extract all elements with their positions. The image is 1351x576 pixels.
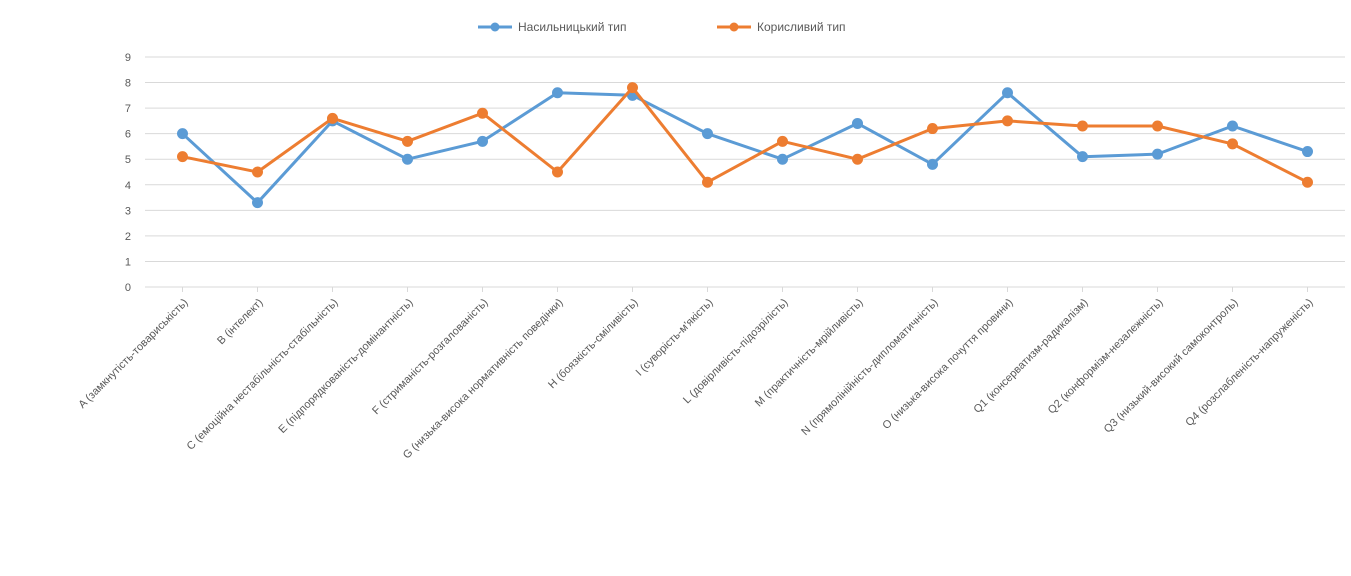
series-lines <box>177 82 1313 209</box>
x-tick-label: O (низька-висока почуття провини) <box>880 297 1015 432</box>
data-point <box>252 166 263 178</box>
x-tick-label: Q4 (розслабленість-напруженість) <box>1183 297 1315 429</box>
data-point <box>477 135 488 147</box>
series-line <box>181 86 1309 184</box>
x-tick-label: H (боязкість-сміливість) <box>546 297 640 391</box>
data-point <box>777 135 788 147</box>
x-tick-label: A (замкнутість-товариськість) <box>76 297 190 411</box>
data-point <box>627 82 638 94</box>
y-tick-label: 2 <box>125 231 131 243</box>
y-tick-label: 4 <box>125 180 131 192</box>
legend-marker <box>490 22 500 32</box>
data-point <box>852 153 863 165</box>
data-point <box>177 128 188 140</box>
data-point <box>1227 120 1238 132</box>
x-axis: A (замкнутість-товариськість) B (інтелект… <box>76 287 1316 462</box>
data-point <box>1077 120 1088 132</box>
legend: Насильницький тип Корисливий тип <box>478 20 846 34</box>
y-tick-label: 3 <box>125 205 131 217</box>
data-point <box>1227 138 1238 150</box>
y-tick-label: 8 <box>125 78 131 90</box>
data-point <box>327 112 338 124</box>
data-point <box>1302 176 1313 188</box>
x-tick-label: E (підпорядкованість-домінантність) <box>276 297 415 436</box>
x-tick-label: Q3 (низький-високий самоконтроль) <box>1102 297 1241 436</box>
data-point <box>552 87 563 99</box>
x-tick-label: I (суворість-м'якість) <box>634 297 716 379</box>
data-point <box>1002 87 1013 99</box>
legend-marker <box>729 22 739 32</box>
data-point <box>1302 146 1313 158</box>
y-axis: 0 1 2 3 4 5 6 7 8 9 <box>125 52 131 294</box>
data-point <box>1152 148 1163 160</box>
series-line <box>181 91 1309 205</box>
data-point <box>252 197 263 209</box>
x-tick-label: C (емоційна нестабільність-стабільність) <box>185 297 341 453</box>
y-tick-label: 1 <box>125 256 131 268</box>
y-tick-label: 0 <box>125 282 131 294</box>
data-point <box>702 176 713 188</box>
data-point <box>177 151 188 163</box>
data-point <box>927 158 938 170</box>
data-point <box>1077 151 1088 163</box>
data-point <box>402 153 413 165</box>
legend-label: Корисливий тип <box>757 20 846 34</box>
x-tick-label: B (інтелект) <box>215 297 266 348</box>
data-point <box>702 128 713 140</box>
x-tick-label: G (низька-висока нормативність поведінки… <box>401 297 566 462</box>
y-tick-label: 7 <box>125 103 131 115</box>
data-point <box>1002 115 1013 127</box>
data-point <box>1152 120 1163 132</box>
data-point <box>552 166 563 178</box>
y-tick-label: 6 <box>125 129 131 141</box>
data-point <box>852 117 863 129</box>
data-point <box>477 107 488 119</box>
legend-label: Насильницький тип <box>518 20 626 34</box>
data-point <box>402 135 413 147</box>
gridlines <box>145 56 1345 288</box>
y-tick-label: 9 <box>125 52 131 64</box>
data-point <box>777 153 788 165</box>
x-tick-label: N (прямолінійність-дипломатичність) <box>799 297 940 438</box>
data-point <box>927 123 938 135</box>
y-tick-label: 5 <box>125 154 131 166</box>
